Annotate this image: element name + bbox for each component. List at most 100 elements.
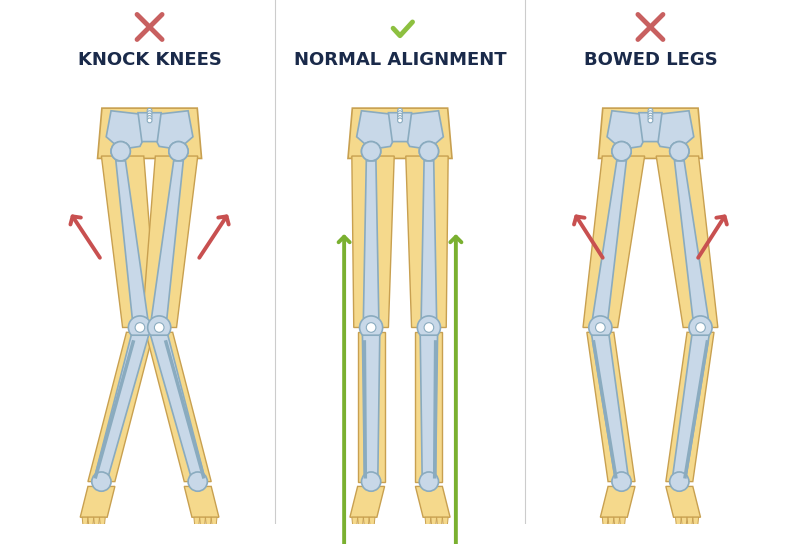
Polygon shape	[363, 161, 379, 318]
Circle shape	[612, 472, 631, 491]
Polygon shape	[154, 111, 193, 149]
Circle shape	[670, 472, 689, 491]
Circle shape	[147, 108, 152, 113]
Circle shape	[419, 141, 438, 161]
Polygon shape	[437, 517, 442, 527]
Circle shape	[366, 323, 376, 332]
Circle shape	[148, 316, 170, 339]
Polygon shape	[420, 335, 438, 477]
Polygon shape	[608, 517, 614, 527]
Circle shape	[147, 111, 152, 115]
Polygon shape	[614, 517, 620, 527]
Polygon shape	[146, 332, 211, 481]
Polygon shape	[682, 517, 687, 527]
Circle shape	[359, 316, 382, 339]
Circle shape	[169, 141, 188, 161]
Polygon shape	[666, 486, 701, 517]
Polygon shape	[106, 111, 145, 149]
Polygon shape	[80, 486, 115, 517]
Circle shape	[418, 316, 441, 339]
Polygon shape	[442, 517, 448, 527]
Polygon shape	[102, 156, 158, 327]
Polygon shape	[88, 332, 154, 481]
Circle shape	[154, 323, 164, 332]
Polygon shape	[592, 335, 628, 477]
Polygon shape	[358, 332, 385, 481]
Polygon shape	[598, 108, 702, 158]
Polygon shape	[184, 486, 219, 517]
Polygon shape	[693, 517, 698, 527]
Polygon shape	[674, 161, 708, 318]
Polygon shape	[151, 161, 183, 318]
Circle shape	[617, 146, 626, 156]
Circle shape	[419, 141, 438, 161]
Circle shape	[92, 472, 111, 491]
Polygon shape	[639, 113, 662, 141]
Polygon shape	[150, 335, 205, 477]
Text: BOWED LEGS: BOWED LEGS	[583, 51, 718, 69]
Circle shape	[670, 141, 689, 161]
Polygon shape	[675, 517, 682, 527]
Polygon shape	[673, 335, 709, 477]
Polygon shape	[138, 113, 161, 141]
Polygon shape	[389, 113, 411, 141]
Polygon shape	[655, 111, 694, 149]
Polygon shape	[687, 517, 693, 527]
Circle shape	[689, 316, 712, 339]
Circle shape	[424, 323, 434, 332]
Polygon shape	[200, 517, 206, 527]
Polygon shape	[94, 335, 149, 477]
Circle shape	[362, 472, 381, 491]
Circle shape	[398, 113, 402, 118]
Circle shape	[648, 113, 653, 118]
Circle shape	[128, 316, 151, 339]
Circle shape	[135, 323, 145, 332]
Polygon shape	[142, 156, 198, 327]
Text: KNOCK KNEES: KNOCK KNEES	[78, 51, 222, 69]
Circle shape	[147, 115, 152, 120]
Polygon shape	[607, 111, 646, 149]
Polygon shape	[431, 517, 437, 527]
Polygon shape	[194, 517, 200, 527]
Polygon shape	[206, 517, 211, 527]
Circle shape	[696, 323, 706, 332]
Polygon shape	[587, 332, 635, 481]
Circle shape	[648, 115, 653, 120]
Circle shape	[674, 146, 684, 156]
Circle shape	[147, 118, 152, 123]
Circle shape	[398, 108, 402, 113]
Circle shape	[111, 141, 130, 161]
Circle shape	[670, 141, 689, 161]
Polygon shape	[357, 111, 395, 149]
Polygon shape	[98, 108, 202, 158]
Circle shape	[595, 323, 605, 332]
Polygon shape	[620, 517, 626, 527]
Polygon shape	[369, 517, 375, 527]
Polygon shape	[406, 156, 448, 327]
Polygon shape	[211, 517, 217, 527]
Circle shape	[116, 146, 126, 156]
Circle shape	[419, 472, 438, 491]
Circle shape	[169, 141, 188, 161]
Polygon shape	[666, 332, 714, 481]
Polygon shape	[602, 517, 608, 527]
Polygon shape	[362, 335, 380, 477]
Circle shape	[648, 108, 653, 113]
Text: NORMAL ALIGNMENT: NORMAL ALIGNMENT	[294, 51, 506, 69]
Circle shape	[174, 146, 183, 156]
Polygon shape	[593, 161, 626, 318]
Circle shape	[398, 118, 402, 123]
Polygon shape	[99, 517, 106, 527]
Circle shape	[648, 118, 653, 123]
Circle shape	[188, 472, 207, 491]
Polygon shape	[405, 111, 443, 149]
Circle shape	[612, 141, 631, 161]
Polygon shape	[415, 332, 442, 481]
Circle shape	[111, 141, 130, 161]
Polygon shape	[583, 156, 645, 327]
Circle shape	[362, 141, 381, 161]
Circle shape	[612, 141, 631, 161]
Polygon shape	[82, 517, 88, 527]
Circle shape	[398, 111, 402, 115]
Circle shape	[424, 146, 434, 156]
